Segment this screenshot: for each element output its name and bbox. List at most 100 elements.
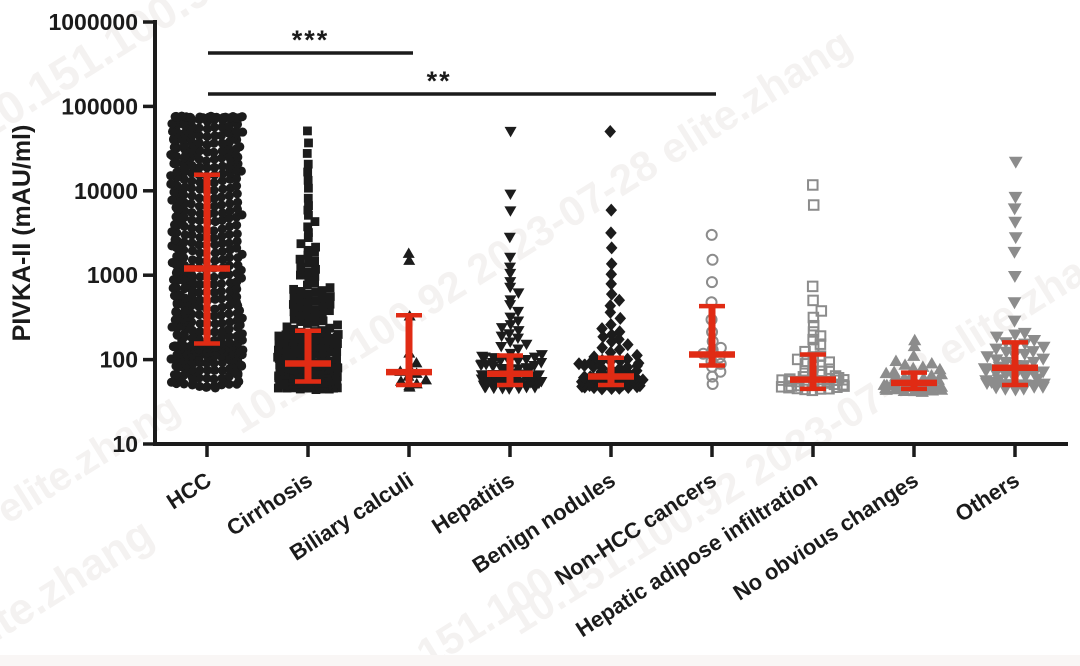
data-point xyxy=(420,373,433,385)
data-point xyxy=(310,256,320,266)
data-point xyxy=(528,352,541,363)
data-point xyxy=(310,278,320,288)
data-point xyxy=(217,318,227,328)
data-point xyxy=(273,345,283,355)
data-point xyxy=(209,374,219,384)
data-point xyxy=(980,351,995,364)
data-point xyxy=(520,363,533,374)
data-point xyxy=(898,358,912,370)
data-point xyxy=(528,360,541,372)
data-point xyxy=(303,193,313,203)
data-point xyxy=(195,232,205,243)
data-point xyxy=(172,330,182,340)
data-point xyxy=(232,204,243,214)
data-point xyxy=(924,369,939,381)
data-point xyxy=(187,191,197,201)
data-point xyxy=(815,305,828,317)
data-point xyxy=(296,262,306,272)
data-point xyxy=(998,369,1013,382)
data-point xyxy=(807,311,820,324)
data-point xyxy=(318,301,328,311)
data-point xyxy=(487,353,500,364)
data-point xyxy=(577,371,590,385)
data-point xyxy=(296,317,306,326)
data-point xyxy=(1007,297,1022,310)
data-point xyxy=(166,377,177,387)
data-point xyxy=(604,125,616,139)
data-point xyxy=(281,330,291,340)
data-point xyxy=(187,246,198,256)
data-point xyxy=(168,283,178,293)
data-point xyxy=(504,189,517,200)
data-point xyxy=(1008,329,1022,342)
data-point xyxy=(195,209,205,219)
data-point xyxy=(194,138,204,148)
data-point xyxy=(520,355,533,366)
data-point xyxy=(295,270,305,280)
x-category-label: Others xyxy=(951,467,1024,527)
y-tick-label: 10000 xyxy=(74,178,138,204)
data-point xyxy=(166,150,176,160)
data-point xyxy=(304,274,314,284)
data-point xyxy=(195,272,205,282)
data-point xyxy=(195,280,205,290)
data-point xyxy=(290,353,299,363)
data-point xyxy=(209,122,220,132)
error-bar-non-hcc-cancers xyxy=(689,303,735,368)
data-point xyxy=(225,198,235,209)
data-point xyxy=(596,322,608,336)
data-point xyxy=(907,339,921,352)
data-point xyxy=(979,375,994,388)
data-point xyxy=(318,316,328,326)
data-point xyxy=(187,215,197,225)
data-point xyxy=(232,229,242,239)
data-point xyxy=(289,324,299,334)
data-point xyxy=(296,239,306,249)
data-point xyxy=(288,371,298,381)
bottom-strip xyxy=(0,655,1080,666)
data-point xyxy=(495,323,508,334)
data-point xyxy=(304,228,313,237)
data-point xyxy=(209,287,220,297)
data-point xyxy=(311,242,320,252)
data-point xyxy=(224,238,234,248)
watermark-text: 10.151.100.92 2023-07-28 elite.zhang xyxy=(499,220,1080,643)
data-point xyxy=(217,208,228,218)
data-point xyxy=(216,130,226,141)
data-point xyxy=(318,348,327,358)
data-point xyxy=(194,123,204,133)
data-point xyxy=(177,111,187,121)
data-point xyxy=(289,292,299,301)
data-point xyxy=(604,299,617,313)
data-point xyxy=(907,349,921,361)
data-point xyxy=(231,220,242,230)
y-tick-label: 10 xyxy=(112,431,138,457)
data-point xyxy=(1008,191,1023,204)
data-point xyxy=(333,330,343,339)
data-point xyxy=(224,309,234,319)
data-point xyxy=(1017,327,1032,340)
data-point xyxy=(169,142,179,152)
data-point xyxy=(504,300,517,311)
data-point xyxy=(173,166,183,176)
data-point xyxy=(201,156,211,166)
y-tick-label: 1000 xyxy=(87,262,138,288)
data-point xyxy=(209,185,219,195)
data-point xyxy=(209,178,219,188)
data-point xyxy=(403,254,416,265)
error-bar-others xyxy=(992,340,1038,388)
data-point xyxy=(195,318,205,329)
data-point xyxy=(217,169,228,179)
data-point xyxy=(302,280,312,290)
data-point xyxy=(906,361,920,374)
data-point xyxy=(504,252,517,264)
data-point xyxy=(304,210,313,220)
data-point xyxy=(621,360,634,374)
data-point xyxy=(503,329,516,340)
data-point xyxy=(217,176,228,186)
data-point xyxy=(195,184,205,194)
data-point xyxy=(1007,270,1022,283)
data-point xyxy=(1018,370,1032,383)
error-bar-cirrhosis xyxy=(285,328,331,384)
data-point xyxy=(925,356,939,369)
